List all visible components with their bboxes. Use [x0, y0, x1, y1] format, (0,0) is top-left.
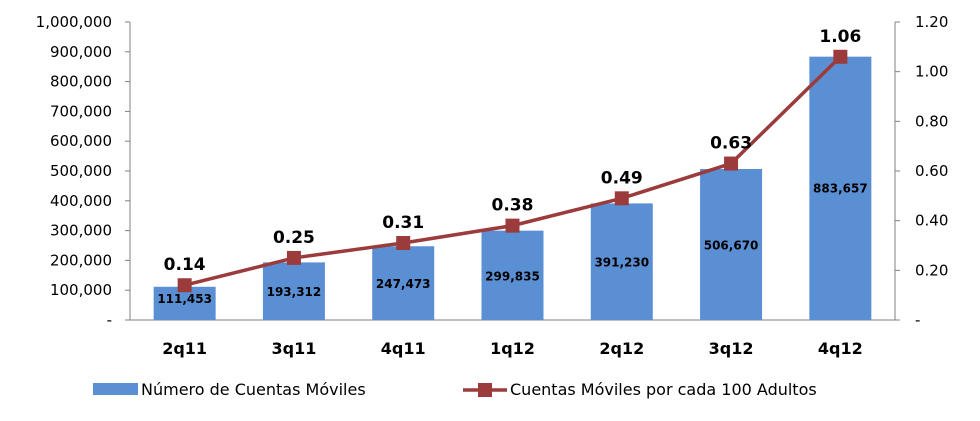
bar-data-label: 193,312 — [267, 285, 322, 299]
x-tick-label: 4q12 — [818, 339, 863, 358]
right-y-axis: - 0.20 0.40 0.60 0.80 1.00 1.20 — [894, 13, 948, 329]
x-tick-label: 3q12 — [709, 339, 754, 358]
left-tick-label: - — [107, 311, 112, 329]
line-marker — [614, 191, 629, 206]
left-tick-label: 300,000 — [50, 222, 112, 240]
line-data-label: 0.31 — [382, 213, 424, 233]
line-marker — [286, 250, 301, 265]
right-tick-label: 0.80 — [915, 112, 948, 130]
x-tick-label: 1q12 — [490, 339, 535, 358]
x-tick-label: 2q11 — [162, 339, 207, 358]
bar-data-label: 506,670 — [704, 239, 759, 253]
right-tick-label: 0.60 — [915, 162, 948, 180]
bar — [481, 230, 544, 320]
left-tick-label: 500,000 — [50, 162, 112, 180]
line-series: 0.14 0.25 0.31 0.38 0.49 0.63 1.06 — [164, 27, 861, 293]
bar — [809, 56, 872, 320]
left-tick-label: 400,000 — [50, 192, 112, 210]
right-tick-label: 0.40 — [915, 212, 948, 230]
bar — [372, 246, 435, 320]
left-tick-label: 600,000 — [50, 132, 112, 150]
left-tick-label: 100,000 — [50, 281, 112, 299]
line-marker — [833, 49, 848, 64]
right-tick-label: 1.00 — [915, 63, 948, 81]
left-tick-label: 1,000,000 — [36, 13, 112, 31]
legend-bar-swatch — [93, 383, 138, 395]
right-tick-label: 1.20 — [915, 13, 948, 31]
line-data-label: 0.14 — [164, 255, 206, 275]
bar — [153, 286, 216, 320]
line-data-label: 0.63 — [710, 134, 752, 154]
x-tick-label: 3q11 — [271, 339, 316, 358]
bar — [700, 169, 763, 320]
bar-data-label: 111,453 — [157, 292, 212, 306]
bar-data-label: 299,835 — [485, 269, 540, 283]
legend: Número de Cuentas Móviles Cuentas Móviles… — [93, 380, 817, 399]
left-tick-label: 900,000 — [50, 43, 112, 61]
left-y-axis: - 100,000 200,000 300,000 400,000 500,000 600,… — [36, 13, 895, 329]
line-data-label: 0.38 — [492, 196, 534, 216]
line-marker — [505, 218, 520, 233]
x-axis-categories: 2q11 3q11 4q11 1q12 2q12 3q12 4q12 — [162, 339, 863, 358]
bar — [262, 262, 325, 320]
legend-bar-label: Número de Cuentas Móviles — [141, 380, 366, 399]
bar — [590, 203, 653, 320]
line-data-label: 0.25 — [273, 228, 315, 248]
left-tick-label: 700,000 — [50, 102, 112, 120]
x-tick-label: 2q12 — [599, 339, 644, 358]
bar-data-label: 391,230 — [594, 256, 649, 270]
right-tick-label: 0.20 — [915, 261, 948, 279]
bar-series: 111,453 193,312 247,473 299,835 391,230 506,6… — [153, 56, 872, 320]
bar-data-label: 247,473 — [376, 277, 431, 291]
x-tick-label: 4q11 — [381, 339, 426, 358]
line-data-label: 0.49 — [601, 168, 643, 188]
right-tick-label: - — [915, 311, 920, 329]
legend-line-marker — [478, 383, 492, 397]
line-data-label: 1.06 — [819, 27, 861, 47]
left-tick-label: 800,000 — [50, 73, 112, 91]
bar-data-label: 883,657 — [813, 182, 868, 196]
line-marker — [396, 236, 411, 251]
legend-line-label: Cuentas Móviles por cada 100 Adultos — [510, 380, 817, 399]
left-tick-label: 200,000 — [50, 251, 112, 269]
line-marker — [177, 278, 192, 293]
line-marker — [724, 156, 739, 171]
